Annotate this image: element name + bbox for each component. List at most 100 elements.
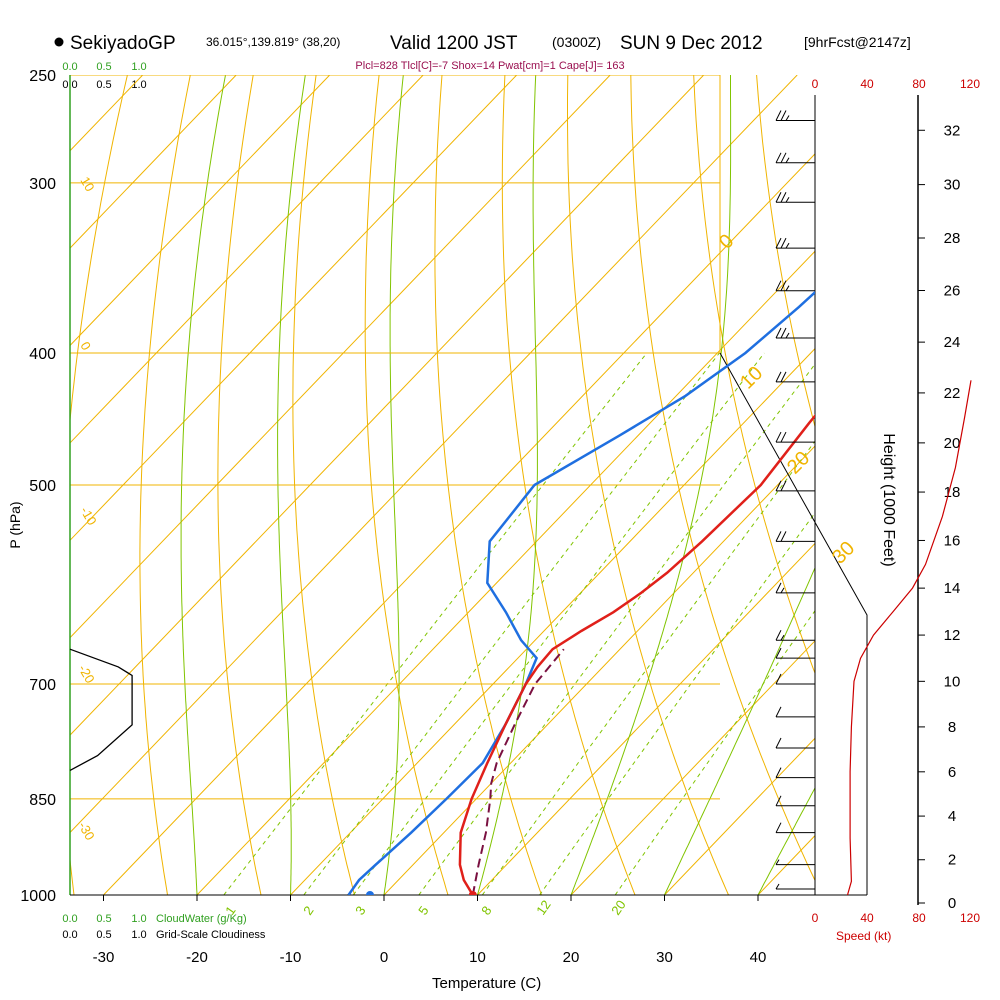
wind-barb-flag <box>780 371 787 383</box>
wind-barb <box>775 647 815 659</box>
cloud-cover-profile <box>69 648 133 771</box>
dry-adiabat-line <box>693 75 815 675</box>
sounding-params: Plcl=828 Tlcl[C]=-7 Shox=14 Pwat[cm]=1 C… <box>355 60 624 72</box>
wind-barb-flag <box>775 706 782 718</box>
height-tick-label: 26 <box>944 283 961 300</box>
mixing-ratio-line <box>539 512 815 895</box>
height-tick-label: 30 <box>944 177 961 194</box>
wind-barb <box>775 883 815 890</box>
wind-barb <box>775 822 815 834</box>
cloudwater-bottom-label: 0.0 <box>62 913 77 925</box>
height-tick-label: 28 <box>944 230 961 247</box>
speed-bottom-label: 120 <box>960 911 980 925</box>
speed-top-label: 80 <box>912 77 926 91</box>
mixing-ratio-line <box>481 440 815 895</box>
wind-speed-line <box>846 380 972 896</box>
height-tick-label: 6 <box>948 764 956 781</box>
pressure-tick-label: 250 <box>29 68 56 85</box>
speed-panel-edge <box>719 352 868 895</box>
pressure-tick-label: 300 <box>29 176 56 193</box>
cloudiness-bottom-label: 0.0 <box>62 929 77 941</box>
height-tick-label: 18 <box>944 484 961 501</box>
wind-barb-flag <box>775 673 782 685</box>
mixing-ratio-label: 20 <box>608 897 629 917</box>
dry-adiabat-line <box>630 75 815 882</box>
dry-adiabat-line <box>501 75 636 895</box>
isotherm-label: -10 <box>77 504 99 528</box>
wind-barb-flag <box>775 737 782 749</box>
x-tick-label: 30 <box>656 949 673 966</box>
pressure-tick-label: 1000 <box>20 888 56 905</box>
dry-adiabat-label: 30 <box>828 537 859 568</box>
cloudiness-bottom-label: 0.5 <box>96 929 111 941</box>
isotherm-line <box>477 542 815 895</box>
valid-zulu: (0300Z) <box>552 34 601 50</box>
station-name: SekiyadoGP <box>70 33 176 54</box>
wind-barb-half-flag <box>785 115 790 121</box>
wind-barb-half-flag <box>785 332 790 339</box>
cloudiness-top-label: 0.5 <box>96 79 111 91</box>
dry-adiabat-line <box>139 75 191 895</box>
wind-barb-flag <box>780 480 787 492</box>
x-tick-label: 10 <box>469 949 486 966</box>
station-coords: 36.015°,139.819° (38,20) <box>206 35 340 49</box>
dry-adiabat-line <box>817 51 1000 924</box>
isotherm-label: -30 <box>75 819 97 843</box>
parcel-path-line <box>471 648 565 895</box>
forecast-info: [9hrFcst@2147z] <box>804 34 911 50</box>
cloudwater-top-label: 0.0 <box>62 61 77 73</box>
wind-barb-flag <box>780 280 787 291</box>
cloud-axis-bottom: 0.0 0.5 1.0 CloudWater (g/Kg) 0.0 0.5 1.… <box>62 913 266 941</box>
cloud-axis-top: 0.0 0.5 1.0 0.0 0.5 1.0 <box>62 61 146 91</box>
dry-adiabat-line <box>0 51 9 924</box>
wind-panel <box>775 110 972 896</box>
wind-barb <box>775 737 815 749</box>
dry-adiabat-line <box>567 75 730 895</box>
dry-adiabat-line <box>434 75 543 895</box>
wind-barb <box>775 531 815 542</box>
wind-barb-flag <box>775 237 782 249</box>
wind-barb <box>775 767 815 779</box>
wind-barb <box>775 280 815 292</box>
moist-adiabat-line <box>180 75 226 895</box>
wind-barb <box>775 480 815 492</box>
pressure-tick-label: 400 <box>29 346 56 363</box>
height-tick-label: 8 <box>948 719 956 736</box>
wind-barb-flag <box>780 192 787 203</box>
cloudwater-top-label: 0.5 <box>96 61 111 73</box>
cloud-cover-panel <box>69 648 133 771</box>
pressure-tick-label: 500 <box>29 478 56 495</box>
wind-barb-flag <box>775 327 782 339</box>
wind-barb <box>775 582 815 594</box>
isotherm-line <box>570 640 815 895</box>
wind-barb-flag <box>775 582 782 594</box>
mixing-ratio-label: 5 <box>415 903 431 918</box>
wind-barb-flag <box>775 767 782 778</box>
pressure-tick-label: 850 <box>29 792 56 809</box>
isotherm-label: 0 <box>77 339 94 353</box>
dewpoint-line <box>347 290 815 895</box>
x-tick-label: 40 <box>750 949 767 966</box>
wind-barb-flag <box>775 371 782 383</box>
height-tick-label: 14 <box>944 580 961 597</box>
dry-adiabat-line <box>756 75 815 429</box>
wind-barb-flag <box>775 822 782 833</box>
speed-bottom-label: 40 <box>860 911 874 925</box>
cloudwater-bottom-label: 0.5 <box>96 913 111 925</box>
speed-top-label: 40 <box>860 77 874 91</box>
x-tick-label: -20 <box>186 949 208 966</box>
dry-adiabat-label: 0 <box>715 230 738 253</box>
wind-barb-flag <box>780 431 787 443</box>
wind-barb <box>775 859 815 866</box>
mixing-ratio-label: 8 <box>478 903 494 918</box>
y-axis-title: P (hPa) <box>7 501 23 548</box>
wind-barb <box>775 795 815 807</box>
x-tick-label: -30 <box>93 949 115 966</box>
height-tick-label: 2 <box>948 852 956 869</box>
wind-barb-flag <box>775 280 782 291</box>
surface-temperature-marker <box>468 891 477 895</box>
moist-adiabat-line <box>277 75 306 895</box>
isotherm-label: -20 <box>75 662 97 686</box>
wind-barb-half-flag <box>785 196 790 203</box>
